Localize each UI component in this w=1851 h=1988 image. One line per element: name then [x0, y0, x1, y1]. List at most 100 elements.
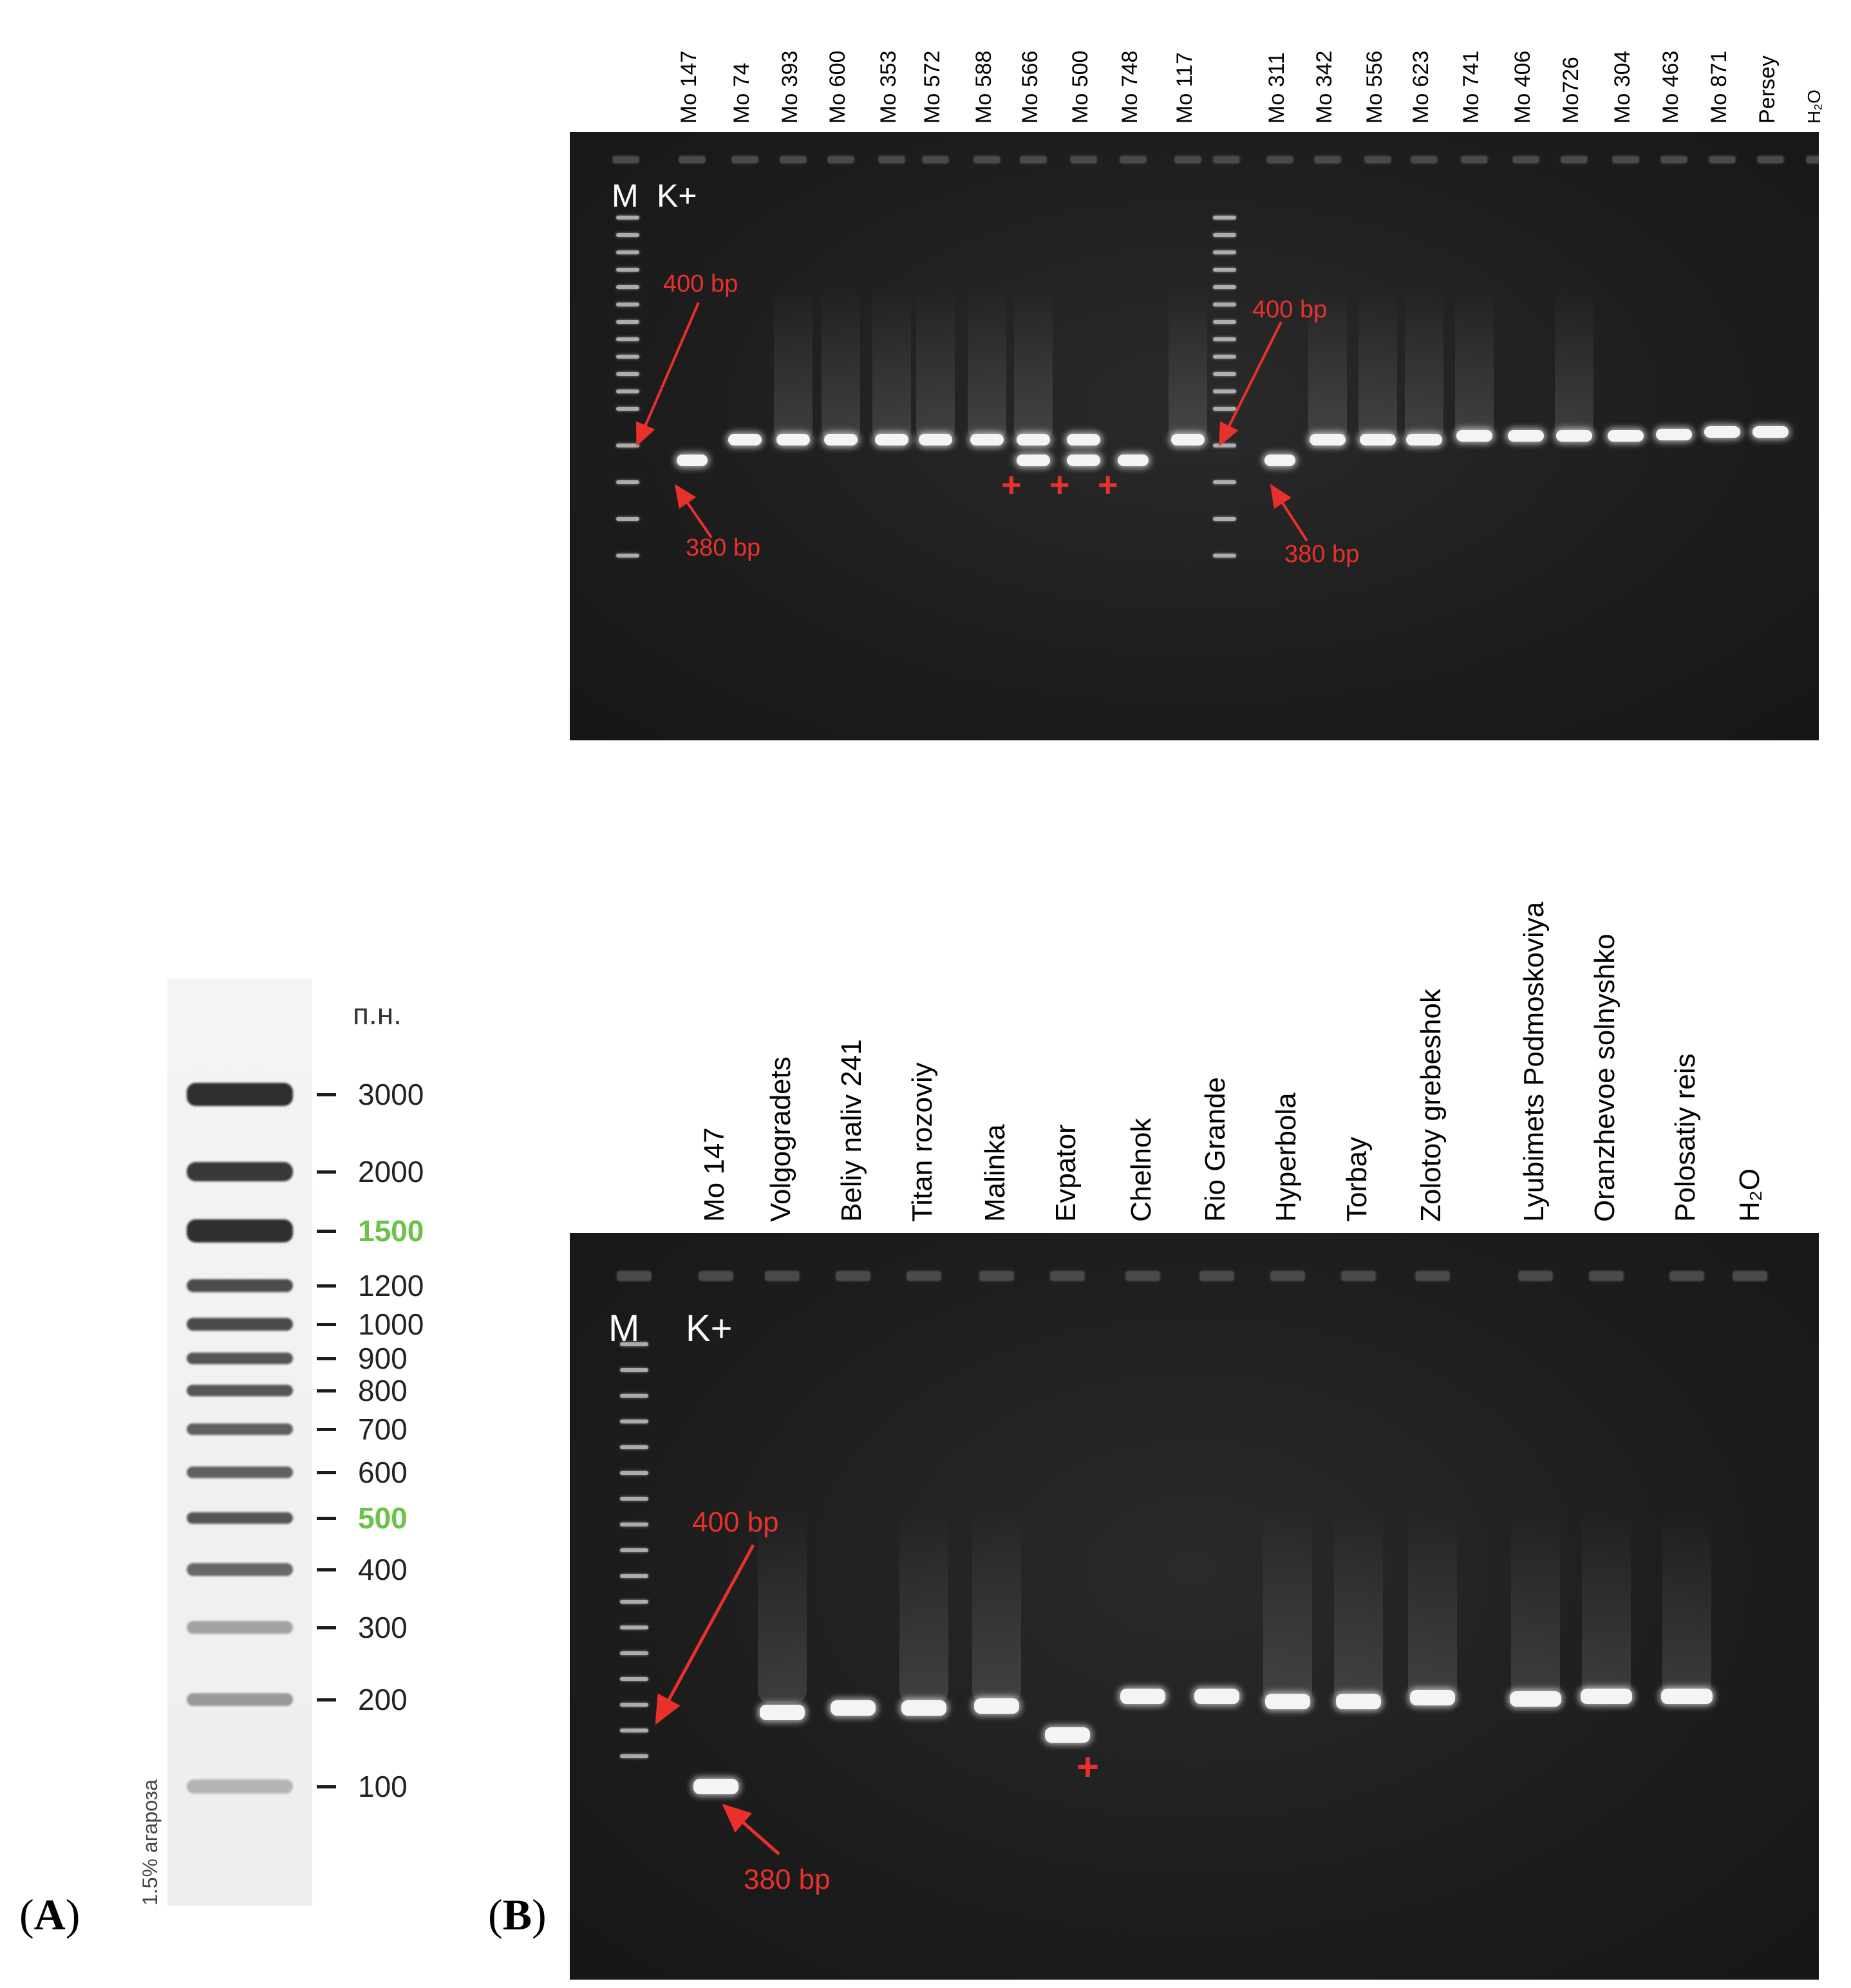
ladder-label: 1000 [358, 1308, 424, 1341]
ladder-band [187, 1512, 293, 1524]
bottom-gel-well [1271, 1271, 1304, 1280]
top-gel-well [1175, 156, 1201, 163]
panel-a-letter-text: A [33, 1890, 66, 1939]
bottom-gel-band [1194, 1689, 1239, 1704]
top-gel-380bp-left: 380 bp [686, 534, 761, 561]
ladder-band [187, 1219, 293, 1242]
top-gel-well [1661, 156, 1687, 163]
bottom-gel-marker-rung [620, 1342, 648, 1346]
top-gel-marker-rung [616, 320, 639, 324]
bottom-gel-marker-rung [620, 1523, 648, 1526]
bottom-gel-smear [1334, 1510, 1383, 1703]
top-gel-band [1556, 430, 1592, 442]
top-lane-label: Mo 871 [1707, 50, 1731, 124]
bottom-gel-band [1120, 1689, 1165, 1704]
bottom-gel-smear [1408, 1510, 1457, 1703]
ladder-label: 3000 [358, 1078, 424, 1111]
ladder-label: 400 [358, 1553, 408, 1586]
top-gel-marker-rung [1213, 285, 1236, 289]
bottom-gel-marker-rung [620, 1368, 648, 1372]
ladder-label: 600 [358, 1456, 408, 1489]
ladder-label: 500 [358, 1501, 408, 1535]
bottom-gel-marker-rung [620, 1754, 648, 1758]
top-gel-band [875, 434, 908, 445]
ladder-tick [317, 1284, 336, 1288]
top-gel-band [776, 434, 810, 445]
top-gel-marker-rung [616, 285, 639, 289]
top-gel-band [1017, 455, 1050, 466]
ladder-tick [317, 1698, 336, 1702]
top-gel-smear [1169, 286, 1207, 441]
top-lane-label: Mo 748 [1118, 50, 1142, 124]
ladder-band [187, 1279, 293, 1292]
top-gel-marker-rung [1213, 389, 1236, 393]
top-lane-label: Mo 500 [1068, 50, 1093, 124]
top-gel-well [1267, 156, 1293, 163]
top-gel-marker-rung [616, 303, 639, 306]
bottom-lane-label: Chelnok [1125, 1118, 1157, 1222]
bottom-gel-well [1733, 1271, 1767, 1280]
top-gel-well [974, 156, 1000, 163]
top-gel-marker-rung [1213, 250, 1236, 254]
top-gel-well [1561, 156, 1587, 163]
agarose-note: 1.5% агароза [138, 1779, 162, 1906]
top-gel-marker-rung [616, 355, 639, 359]
top-gel-smear [822, 286, 860, 441]
top-gel-well [1461, 156, 1487, 163]
top-gel-smear [968, 286, 1006, 441]
top-gel-well [1758, 156, 1783, 163]
top-gel-well [1513, 156, 1539, 163]
ladder-tick [317, 1517, 336, 1520]
panel-b-letter-text: B [502, 1890, 532, 1939]
top-gel-marker-rung [1213, 268, 1236, 272]
top-gel-well [1613, 156, 1639, 163]
ladder-label: 100 [358, 1770, 408, 1803]
bottom-gel-marker-rung [620, 1394, 648, 1398]
bottom-gel-image: M K+ 400 bp 380 bp + [570, 1233, 1819, 1980]
bottom-gel-band [974, 1698, 1019, 1714]
top-gel-smear [872, 286, 911, 441]
top-lane-label: Mo 74 [729, 62, 754, 124]
bottom-gel-band [760, 1705, 805, 1720]
top-gel-band [1310, 434, 1346, 445]
top-gel-band [1360, 434, 1396, 445]
bottom-lane-label: Polosatiy reis [1669, 1053, 1701, 1222]
bottom-lane-label: Beliy naliv 241 [836, 1039, 867, 1222]
bottom-gel-smear [758, 1510, 807, 1703]
top-lane-label: Mo 623 [1409, 50, 1433, 124]
bottom-lane-label: Oranzhevoe solnyshko [1589, 933, 1621, 1222]
top-lane-label: Mo 463 [1658, 50, 1683, 124]
bottom-gel-well [1200, 1271, 1234, 1280]
bottom-gel-well [766, 1271, 799, 1280]
bottom-gel-marker-rung [620, 1626, 648, 1629]
ladder-tick [317, 1785, 336, 1788]
bottom-gel-well [907, 1271, 941, 1280]
top-gel-marker-rung [1213, 480, 1236, 484]
top-gel-well [1411, 156, 1437, 163]
ladder-label: 200 [358, 1683, 408, 1716]
top-gel-smear [774, 286, 813, 441]
top-gel-band [919, 434, 952, 445]
bottom-gel-marker-rung [620, 1548, 648, 1552]
top-lane-label: Mo 406 [1510, 50, 1535, 124]
bottom-gel-well [1519, 1271, 1552, 1280]
top-gel-well [1807, 156, 1819, 163]
top-gel-marker-rung [616, 372, 639, 376]
bottom-lane-label: Rio Grande [1199, 1076, 1231, 1222]
top-gel-band [1264, 455, 1295, 466]
top-gel-marker-rung [616, 407, 639, 411]
top-gel-well [1120, 156, 1146, 163]
bottom-lane-label: Malinka [979, 1124, 1011, 1222]
top-gel-control-label: K+ [657, 178, 697, 214]
bottom-gel-control-label: K+ [686, 1308, 733, 1349]
bottom-lane-label: Hyperbola [1270, 1092, 1302, 1222]
top-gel-marker-rung [616, 233, 639, 237]
top-lane-label: Mo 556 [1362, 50, 1387, 124]
ladder-label: 900 [358, 1342, 408, 1375]
ladder-band [187, 1385, 293, 1396]
ladder-label: 300 [358, 1611, 408, 1644]
top-gel-band [1704, 426, 1740, 438]
bottom-gel-well [1590, 1271, 1623, 1280]
top-gel-well [1365, 156, 1391, 163]
top-gel-well [1709, 156, 1735, 163]
